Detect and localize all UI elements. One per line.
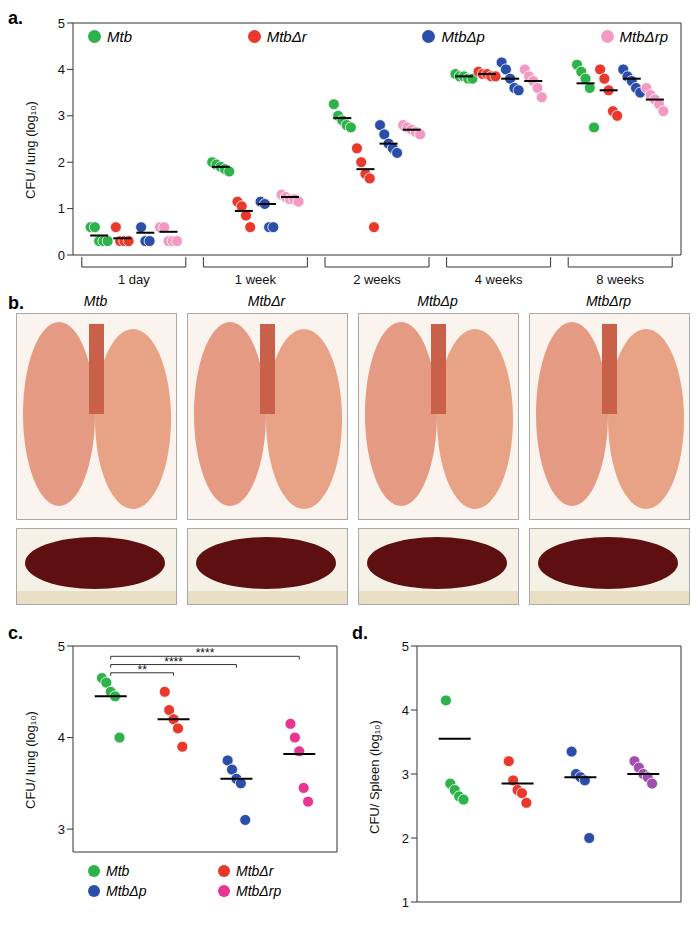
svg-text:**: ** (137, 663, 147, 677)
html-text:a.: a. (8, 8, 23, 28)
svg-text:1 day: 1 day (118, 272, 150, 287)
svg-text:3: 3 (58, 822, 65, 837)
svg-text:5: 5 (402, 639, 409, 654)
svg-text:1 week: 1 week (235, 272, 277, 287)
svg-text:CFU/ lung (log₁₀): CFU/ lung (log₁₀) (23, 711, 38, 809)
svg-text:4 weeks: 4 weeks (475, 272, 523, 287)
svg-text:2: 2 (58, 155, 65, 170)
svg-text:CFU/ lung (log₁₀): CFU/ lung (log₁₀) (23, 101, 38, 199)
html-text:MtbΔp: MtbΔp (441, 28, 485, 45)
svg-text:CFU/ Spleen (log₁₀): CFU/ Spleen (log₁₀) (367, 720, 382, 834)
html-text:c.: c. (8, 623, 23, 643)
html-text:Mtb: Mtb (83, 293, 108, 309)
svg-text:1: 1 (402, 895, 409, 910)
svg-text:3: 3 (402, 767, 409, 782)
html-text:MtbΔrp: MtbΔrp (236, 883, 282, 899)
svg-text:5: 5 (58, 639, 65, 654)
svg-text:2: 2 (402, 831, 409, 846)
html-text:MtbΔp: MtbΔp (417, 293, 458, 309)
html-text:MtbΔrp: MtbΔrp (585, 293, 632, 309)
svg-text:****: **** (164, 655, 183, 669)
svg-text:2 weeks: 2 weeks (353, 272, 401, 287)
svg-text:0: 0 (58, 248, 65, 263)
html-text:b.: b. (8, 293, 24, 313)
html-text:d.: d. (352, 623, 368, 643)
svg-text:4: 4 (402, 703, 409, 718)
svg-text:3: 3 (58, 108, 65, 123)
svg-text:5: 5 (58, 16, 65, 31)
svg-text:1: 1 (58, 201, 65, 216)
html-text:MtbΔr: MtbΔr (236, 863, 274, 879)
html-text:MtbΔr: MtbΔr (247, 293, 286, 309)
html-text:MtbΔr: MtbΔr (266, 28, 307, 45)
svg-text:8 weeks: 8 weeks (596, 272, 644, 287)
html-text:Mtb: Mtb (106, 863, 130, 879)
html-text:Mtb: Mtb (107, 28, 132, 45)
svg-text:4: 4 (58, 62, 65, 77)
svg-text:4: 4 (58, 730, 65, 745)
svg-text:****: **** (196, 646, 215, 660)
html-text:MtbΔrp: MtbΔrp (619, 28, 668, 45)
html-text:MtbΔp: MtbΔp (106, 883, 147, 899)
